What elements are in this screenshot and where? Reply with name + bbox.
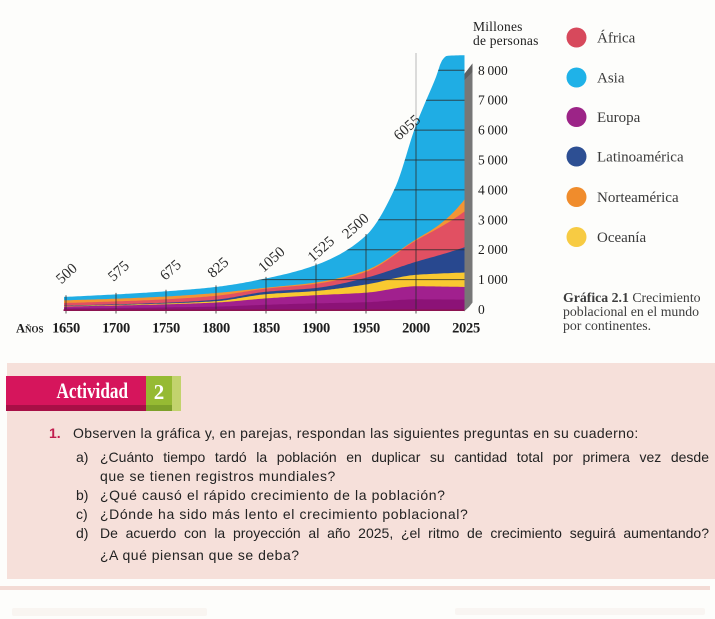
svg-text:1800: 1800: [202, 321, 230, 337]
svg-text:4 000: 4 000: [478, 182, 508, 197]
svg-text:8 000: 8 000: [478, 63, 508, 78]
svg-text:1700: 1700: [102, 321, 130, 337]
svg-text:1 000: 1 000: [478, 272, 508, 287]
svg-text:Gráfica 2.1 Crecimiento: Gráfica 2.1 Crecimiento: [563, 290, 701, 305]
svg-text:de personas: de personas: [473, 33, 539, 48]
svg-text:1900: 1900: [302, 321, 330, 337]
svg-text:2 000: 2 000: [478, 242, 508, 257]
svg-text:Asia: Asia: [597, 71, 625, 87]
svg-text:575: 575: [105, 258, 132, 285]
svg-text:2025: 2025: [452, 321, 480, 337]
svg-text:Millones: Millones: [473, 19, 523, 34]
svg-text:1750: 1750: [152, 321, 180, 337]
svg-text:3 000: 3 000: [478, 212, 508, 227]
svg-text:2000: 2000: [402, 321, 430, 337]
svg-text:África: África: [597, 30, 636, 47]
svg-text:825: 825: [205, 255, 232, 282]
svg-text:poblacional en el mundo: poblacional en el mundo: [563, 304, 699, 319]
svg-text:1650: 1650: [52, 321, 80, 337]
svg-text:Latinoamérica: Latinoamérica: [597, 150, 684, 166]
svg-text:Oceanía: Oceanía: [597, 230, 646, 246]
svg-text:Norteamérica: Norteamérica: [597, 190, 679, 206]
svg-text:1950: 1950: [352, 321, 380, 337]
svg-text:6 000: 6 000: [478, 123, 508, 138]
svg-text:1850: 1850: [252, 321, 280, 337]
svg-text:7 000: 7 000: [478, 93, 508, 108]
svg-text:0: 0: [478, 302, 485, 317]
svg-text:675: 675: [157, 257, 184, 284]
svg-text:5 000: 5 000: [478, 153, 508, 168]
svg-text:Europa: Europa: [597, 110, 641, 126]
svg-text:1050: 1050: [255, 244, 288, 276]
svg-text:por continentes.: por continentes.: [563, 318, 651, 333]
svg-text:500: 500: [53, 261, 80, 288]
svg-text:Años: Años: [16, 322, 44, 336]
